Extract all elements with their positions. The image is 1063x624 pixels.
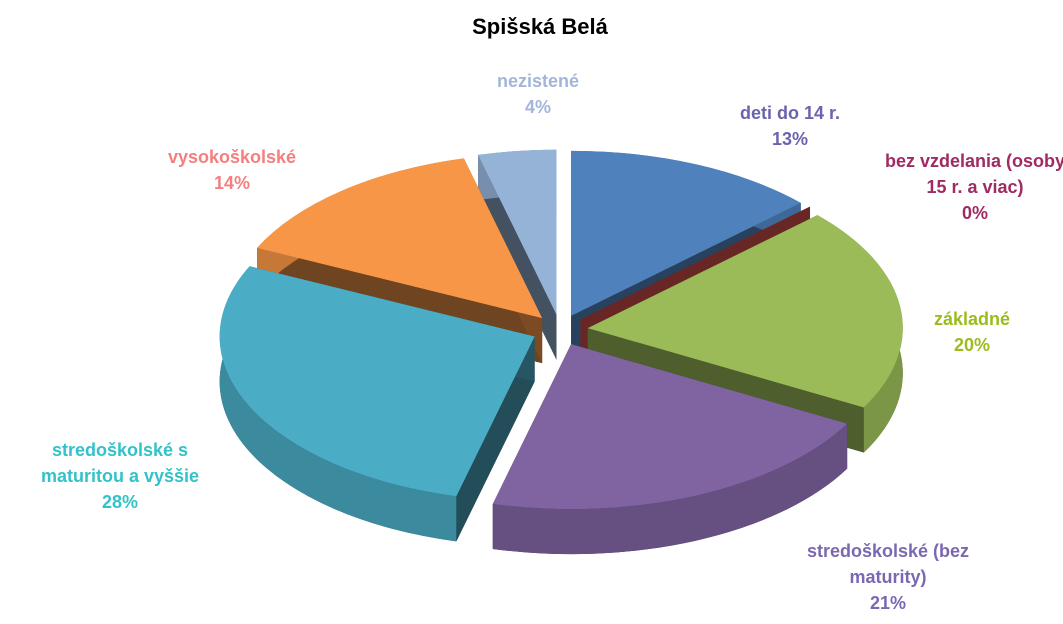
value-label: 4% bbox=[524, 97, 551, 117]
data-label: nezistené 4% bbox=[463, 68, 613, 120]
data-label: stredoškolské (bez maturity) 21% bbox=[793, 538, 983, 616]
value-label: 28% bbox=[101, 492, 139, 512]
slice-top bbox=[492, 344, 848, 510]
slice-top bbox=[219, 266, 535, 497]
category-label: stredoškolské (bez maturity) bbox=[806, 541, 970, 587]
category-label: nezistené bbox=[496, 71, 580, 91]
value-label: 14% bbox=[213, 173, 251, 193]
slice-rim bbox=[492, 423, 848, 555]
chart-title: Spišská Belá bbox=[472, 14, 608, 39]
slice-top bbox=[478, 149, 557, 315]
value-label: 13% bbox=[771, 129, 809, 149]
value-label: 21% bbox=[869, 593, 907, 613]
data-label: vysokoškolské 14% bbox=[142, 144, 322, 196]
slice-top bbox=[587, 215, 903, 408]
value-label: 20% bbox=[953, 335, 991, 355]
category-label: stredoškolské s maturitou a vyššie bbox=[40, 440, 200, 486]
data-label: bez vzdelania (osoby 15 r. a viac) 0% bbox=[875, 148, 1063, 226]
value-label: 0% bbox=[961, 203, 988, 223]
category-label: vysokoškolské bbox=[167, 147, 297, 167]
data-label: stredoškolské s maturitou a vyššie 28% bbox=[15, 437, 225, 515]
slice-top bbox=[257, 158, 543, 319]
slice-side bbox=[456, 336, 535, 542]
slice-top bbox=[571, 150, 801, 316]
category-label: základné bbox=[933, 309, 1011, 329]
slice bbox=[492, 344, 848, 555]
data-label: základné 20% bbox=[897, 306, 1047, 358]
category-label: deti do 14 r. bbox=[739, 103, 841, 123]
slice bbox=[219, 266, 535, 542]
category-label: bez vzdelania (osoby 15 r. a viac) bbox=[884, 151, 1063, 197]
data-label: deti do 14 r. 13% bbox=[690, 100, 890, 152]
slice-rim bbox=[219, 266, 457, 542]
